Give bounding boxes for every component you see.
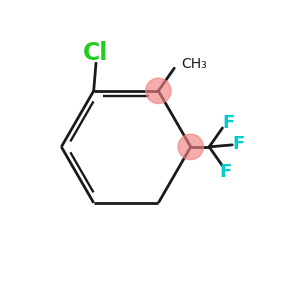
Text: F: F: [222, 114, 234, 132]
Text: F: F: [232, 135, 245, 153]
Circle shape: [146, 78, 171, 103]
Text: F: F: [220, 163, 232, 181]
Text: Cl: Cl: [83, 41, 109, 65]
Text: CH₃: CH₃: [181, 56, 207, 70]
Circle shape: [178, 134, 203, 160]
